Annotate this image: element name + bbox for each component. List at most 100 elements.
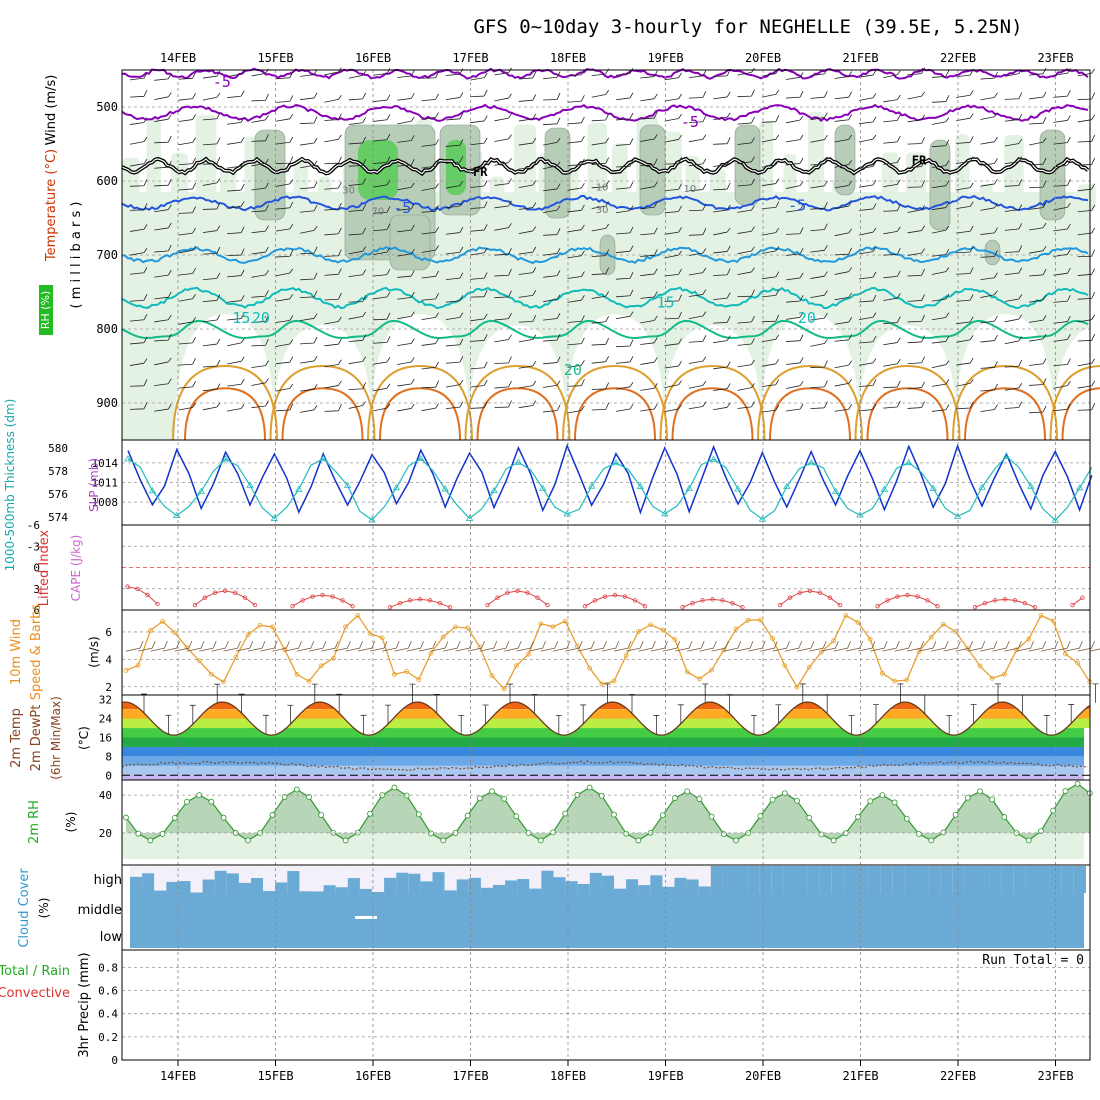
wind-barb — [397, 338, 415, 347]
rh2m-point — [428, 830, 434, 837]
wind-barb — [518, 334, 537, 343]
wind-speed-point — [770, 635, 775, 641]
lifted-index-point — [935, 603, 940, 609]
rh2m-point — [269, 812, 276, 818]
wind-barb — [470, 334, 488, 342]
cloud-high-cover — [807, 866, 820, 893]
cloud-high-cover — [420, 881, 433, 893]
wind-barb — [154, 333, 172, 342]
wind-barb — [786, 227, 804, 235]
wind-speed-point — [941, 621, 946, 627]
wind-barb — [518, 246, 537, 255]
wind-barb — [786, 334, 804, 342]
wind-speed-point — [672, 637, 678, 643]
isotherm-arch — [964, 387, 1046, 441]
isotherm-label-4: -5 — [393, 199, 411, 217]
wind-barb — [591, 157, 610, 165]
wind-barb — [664, 93, 682, 102]
wind-barb — [251, 134, 269, 142]
wind-speed-point — [904, 677, 910, 683]
wind-barb — [737, 267, 755, 276]
wind-barb — [445, 139, 464, 147]
thickness-point — [783, 482, 791, 489]
isotherm-sky — [121, 245, 1089, 265]
thickness-point — [929, 484, 937, 491]
wind-barb — [688, 158, 707, 167]
ylabel-temperature: Temperature (°C) — [44, 149, 59, 262]
legend-convective: Convective — [0, 986, 70, 1001]
wind-barb — [275, 201, 294, 210]
wind-barb — [737, 226, 755, 234]
cloud-high-cover — [856, 866, 869, 893]
cloud-high-cover — [686, 879, 699, 893]
wind-barb — [1053, 90, 1071, 98]
wind-speed-point — [147, 628, 153, 633]
wind-barb — [494, 334, 512, 343]
wind-speed-point — [514, 663, 519, 669]
wind-barb — [1077, 68, 1096, 77]
lifted-index-point — [895, 594, 900, 599]
wind-barb — [445, 200, 464, 209]
cloud-high-cover — [795, 866, 808, 893]
wind-barb — [956, 69, 974, 78]
wind-barb — [931, 225, 950, 234]
cloud-high-cover — [1037, 866, 1050, 893]
wind-barb — [202, 202, 221, 210]
wind-barb — [324, 134, 342, 143]
wind-barb — [275, 95, 294, 103]
ylabel-dewpt: 2m DewPt — [29, 705, 44, 772]
wind-speed-point — [160, 618, 166, 624]
wind-speed-point — [1063, 651, 1068, 657]
wind-barb-10m — [394, 640, 412, 652]
wind-barb — [324, 113, 342, 121]
date-label-top: 18FEB — [550, 51, 586, 65]
wind-barb — [372, 179, 391, 188]
wind-barb — [640, 227, 658, 236]
wind-barb — [664, 156, 682, 165]
wind-barb — [372, 403, 391, 412]
isotherm-arch — [1061, 387, 1100, 441]
ylabel-rh: RH (%) — [39, 291, 52, 329]
wind-barb — [421, 403, 439, 412]
temp-minmax-bar — [507, 683, 513, 703]
cloud-high-cover — [130, 876, 143, 893]
thickness-point — [953, 512, 962, 519]
ylabel-cape: CAPE (J/kg) — [69, 535, 83, 602]
wind-barb — [324, 156, 342, 165]
rh2m-point — [696, 796, 703, 802]
wind-barb — [178, 227, 196, 236]
ylabel-minmax: (6hr Min/Max) — [49, 696, 63, 780]
wind-barb — [1004, 267, 1023, 276]
temp-minmax-bar — [531, 694, 538, 714]
lifted-index-point — [915, 594, 920, 599]
lifted-index-point — [992, 598, 998, 603]
chart-title: GFS 0~10day 3-hourly for NEGHELLE (39.5E… — [473, 16, 1022, 38]
wind-speed-point — [123, 668, 129, 673]
wind-barb — [615, 271, 634, 280]
wind-barb — [907, 114, 925, 123]
cloud-high-cover — [843, 866, 857, 893]
wind-barb — [834, 114, 853, 122]
cloud-high-bg — [614, 866, 627, 893]
lifted-index-point — [807, 588, 813, 594]
pressure-tick: 800 — [96, 322, 118, 336]
wind-barb — [931, 180, 950, 189]
wind-barb — [713, 137, 731, 145]
wind-barb — [397, 158, 415, 167]
wind-barb — [494, 290, 512, 299]
cloud-high-cover — [1025, 866, 1038, 893]
wind-barb — [761, 201, 780, 210]
isotherm-green-20 — [121, 319, 1089, 340]
wind-barb — [227, 378, 245, 387]
wind-barb — [251, 225, 269, 234]
rh2m-point — [830, 837, 837, 844]
wind-barb — [178, 245, 196, 254]
wind-barb — [275, 114, 294, 122]
lifted-index-point — [720, 598, 725, 603]
wind-barb-10m — [662, 640, 681, 652]
wind-barb-10m — [504, 640, 522, 652]
wind-barb-10m — [211, 640, 229, 652]
wind-barb — [591, 382, 610, 390]
rh2m-point — [733, 837, 739, 844]
wind-speed-point — [318, 663, 324, 669]
